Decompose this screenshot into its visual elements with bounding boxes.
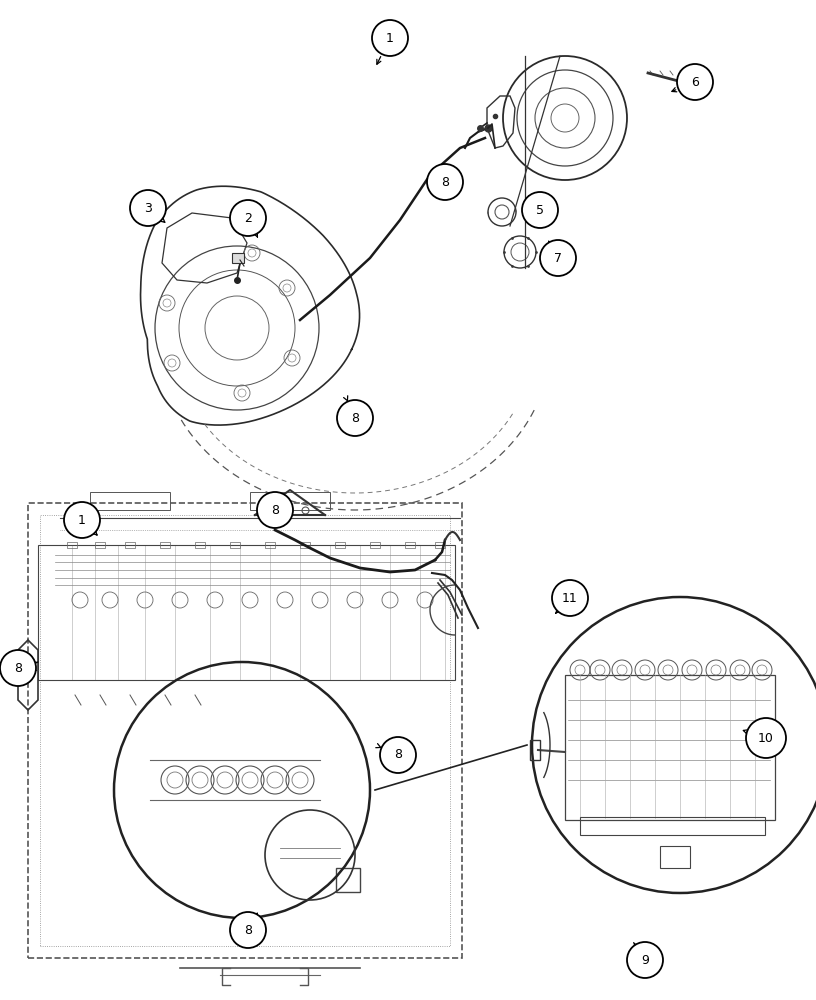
Bar [230,542,240,548]
Text: 8: 8 [244,924,252,936]
Bar [580,817,765,835]
Text: 5: 5 [536,204,544,217]
Text: 7: 7 [554,251,562,264]
Text: 1: 1 [386,31,394,44]
Text: 10: 10 [758,732,774,744]
Circle shape [746,718,786,758]
Bar [336,868,360,892]
Bar [95,542,105,548]
Circle shape [552,580,588,616]
Text: 8: 8 [441,176,449,188]
Circle shape [130,190,166,226]
Circle shape [372,20,408,56]
Text: 9: 9 [641,954,649,966]
Bar [38,545,455,680]
Circle shape [540,240,576,276]
Circle shape [522,192,558,228]
Text: 8: 8 [351,412,359,424]
Bar [565,675,775,820]
Bar [435,542,445,548]
Bar [67,542,77,548]
Text: 8: 8 [394,748,402,762]
Bar [300,542,310,548]
Bar [250,492,330,510]
Circle shape [0,650,36,686]
Bar [160,542,170,548]
Text: 11: 11 [562,591,578,604]
Text: 8: 8 [271,504,279,516]
Circle shape [230,912,266,948]
Bar [265,542,275,548]
Circle shape [64,502,100,538]
Bar [370,542,380,548]
Text: 8: 8 [14,662,22,674]
Circle shape [230,200,266,236]
Bar [195,542,205,548]
Bar [405,542,415,548]
Text: 6: 6 [691,76,699,89]
Text: 1: 1 [78,514,86,526]
Circle shape [337,400,373,436]
Bar [660,846,690,868]
Bar [90,492,170,510]
Bar [125,542,135,548]
Circle shape [257,492,293,528]
Polygon shape [232,253,244,263]
Circle shape [380,737,416,773]
Circle shape [627,942,663,978]
Circle shape [427,164,463,200]
Bar [28,503,462,958]
Text: 3: 3 [144,202,152,215]
Bar [40,515,450,946]
Text: 2: 2 [244,212,252,225]
Circle shape [677,64,713,100]
Bar [530,740,540,760]
Bar [335,542,345,548]
